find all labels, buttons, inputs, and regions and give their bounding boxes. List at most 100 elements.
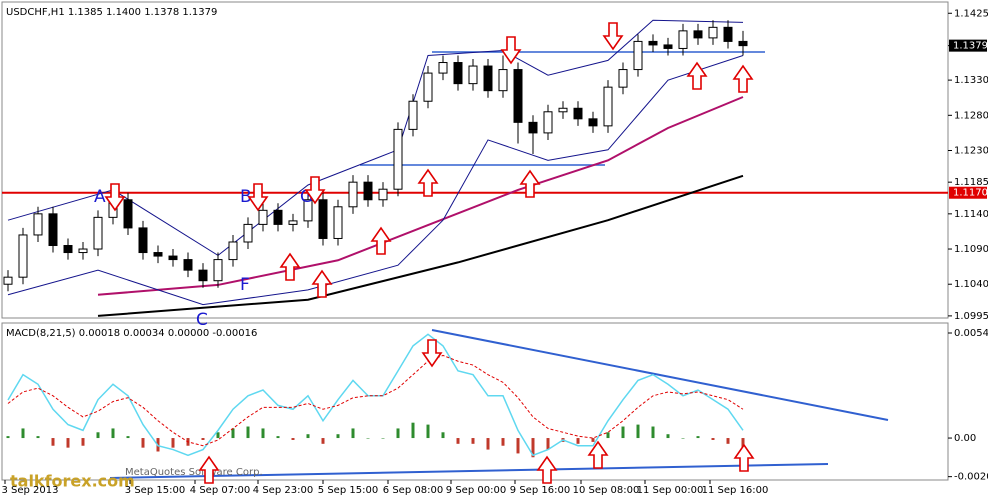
macd-bar — [471, 438, 475, 444]
macd-bar — [291, 438, 295, 440]
macd-bar — [216, 432, 220, 439]
candle-body — [723, 26, 733, 42]
macd-bar — [6, 436, 10, 439]
x-tick-label: 11 Sep 00:00 — [637, 485, 704, 496]
macd-bar — [411, 422, 415, 439]
x-tick-label: 11 Sep 16:00 — [702, 485, 769, 496]
candle-body — [498, 69, 508, 92]
watermark: talkforex.com — [10, 472, 135, 491]
macd-bar — [516, 438, 520, 454]
macd-bar — [261, 428, 265, 439]
down-arrow — [247, 183, 269, 212]
indicator-line — [7, 55, 744, 306]
wave-label: C — [196, 310, 208, 330]
candle-body — [123, 199, 133, 229]
candle-body — [153, 252, 163, 257]
macd-bar — [501, 438, 505, 446]
up-arrow — [733, 443, 755, 472]
candle-body — [483, 65, 493, 92]
macd-bar — [666, 434, 670, 439]
up-arrow — [519, 169, 541, 198]
x-tick-label: 4 Sep 07:00 — [190, 485, 250, 496]
candle-body — [318, 199, 328, 239]
x-tick-label: 9 Sep 16:00 — [510, 485, 570, 496]
y-tick-label: 1.1040 — [954, 279, 988, 290]
y-tick-label: 1.1185 — [954, 177, 988, 188]
macd-bar — [321, 438, 325, 444]
last-price-box — [949, 39, 987, 52]
y-tick-label: 1.1230 — [954, 145, 988, 156]
up-arrow — [279, 252, 301, 281]
x-tick-label: 6 Sep 08:00 — [383, 485, 443, 496]
macd-bar — [726, 438, 730, 444]
chart-title: USDCHF,H1 1.1385 1.1400 1.1378 1.1379 — [6, 7, 217, 18]
candle-body — [453, 62, 463, 85]
macd-title: MACD(8,21,5) 0.00018 0.00034 0.00000 -0.… — [6, 328, 257, 339]
x-tick-label: 3 Sep 2013 — [1, 485, 58, 496]
candle-body — [138, 227, 148, 254]
candle-body — [558, 107, 568, 113]
macd-bar — [21, 428, 25, 439]
down-arrow — [602, 22, 624, 51]
macd-bar — [81, 438, 85, 446]
macd-bar — [636, 424, 640, 439]
macd-bar — [51, 438, 55, 446]
macd-bar — [396, 428, 400, 439]
candle-body — [213, 259, 223, 282]
macd-panel — [1, 322, 949, 481]
macd-bar — [531, 438, 535, 458]
candle-body — [468, 65, 478, 85]
candle-body — [18, 234, 28, 278]
candle-body — [363, 181, 373, 201]
y-tick-label: 1.0995 — [954, 311, 988, 322]
macd-bar — [141, 438, 145, 448]
wave-label: A — [94, 187, 106, 207]
macd-trend-line — [109, 463, 829, 479]
indicator-line — [7, 19, 744, 256]
up-arrow — [198, 455, 220, 484]
macd-bar — [486, 438, 490, 450]
candle-body — [618, 69, 628, 88]
macd-bar — [381, 438, 385, 439]
candle-body — [303, 199, 313, 222]
up-arrow — [732, 64, 754, 93]
candle-body — [378, 188, 388, 201]
candle-body — [438, 62, 448, 74]
y-tick-label: 1.1330 — [954, 75, 988, 86]
down-arrow — [304, 176, 326, 205]
candle-body — [423, 72, 433, 102]
up-arrow — [370, 226, 392, 255]
candle-body — [78, 248, 88, 254]
candle-body — [243, 223, 253, 243]
y-tick-label: -0.00201 — [954, 472, 988, 483]
x-tick-label: 5 Sep 15:00 — [318, 485, 378, 496]
macd-bar — [366, 438, 370, 439]
macd-bar — [231, 428, 235, 439]
macd-bar — [576, 438, 580, 444]
candle-body — [738, 40, 748, 47]
candle-body — [33, 213, 43, 236]
candle-body — [198, 269, 208, 282]
macd-bar — [456, 438, 460, 444]
macd-bar — [351, 428, 355, 439]
candle-body — [348, 181, 358, 208]
wave-label: B — [240, 187, 252, 207]
credit: MetaQuotes Software Corp. — [125, 467, 263, 478]
candle-body — [273, 209, 283, 225]
y-tick-label: 1.1425 — [954, 8, 988, 19]
last-price-label: 1.1379 — [953, 41, 988, 52]
indicator-line — [97, 96, 744, 296]
down-arrow — [104, 183, 126, 212]
candle-body — [573, 107, 583, 120]
macd-bar — [36, 436, 40, 439]
wave-label: F — [240, 275, 250, 295]
candle-body — [288, 220, 298, 225]
candle-body — [663, 44, 673, 49]
up-arrow — [536, 455, 558, 484]
x-tick-label: 4 Sep 23:00 — [253, 485, 313, 496]
macd-bar — [96, 432, 100, 439]
candle-body — [678, 30, 688, 49]
macd-bar — [606, 432, 610, 439]
y-tick-label: 1.1280 — [954, 110, 988, 121]
